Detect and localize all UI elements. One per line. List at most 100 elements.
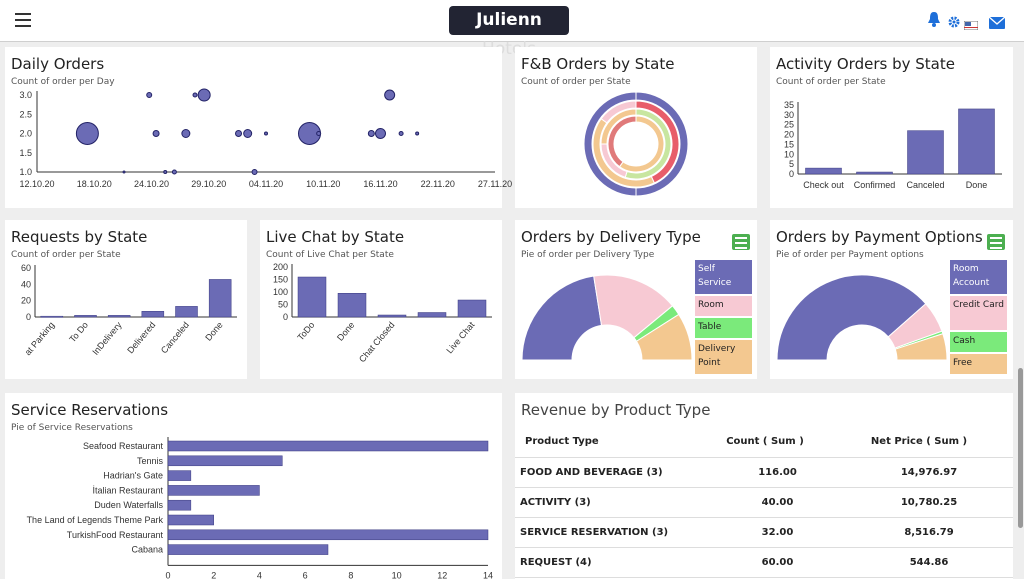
data-point (251, 169, 258, 175)
data-point (181, 129, 191, 138)
card-subtitle: Count of order per State (11, 250, 121, 260)
bar (167, 485, 260, 496)
data-point (171, 169, 177, 175)
ring-segment (600, 108, 637, 145)
y-tick-label: Cabana (131, 545, 163, 555)
bar (208, 279, 232, 318)
card-subtitle: Pie of order per Delivery Type (521, 250, 655, 260)
bar (167, 544, 329, 555)
x-tick-label: 22.11.20 (421, 179, 455, 189)
x-tick-label: 24.10.20 (134, 179, 169, 189)
legend-item[interactable]: Free (950, 354, 1007, 374)
legend-item[interactable]: Credit Card (950, 296, 1007, 330)
bar (337, 293, 367, 318)
y-tick-label: Tennis (137, 456, 164, 466)
y-tick-label: 40 (21, 279, 31, 289)
x-tick-label: 16.11.20 (363, 179, 397, 189)
live-chat-chart: 200 150 100 50 0 ToDo Done Chat Closed Live Chat (273, 262, 492, 364)
legend-item[interactable]: Self Service (695, 260, 752, 294)
legend-toggle-icon[interactable] (732, 234, 750, 250)
payment-options-card: Orders by Payment Options Pie of order p… (770, 220, 1013, 379)
bar (377, 314, 407, 318)
net-price-sum: 10,780.25 (825, 487, 1013, 518)
payment-options-chart (776, 274, 948, 361)
fb-orders-card: F&B Orders by State Count of order per S… (515, 47, 757, 208)
card-subtitle: Count of Live Chat per State (266, 250, 394, 260)
card-subtitle: Pie of Service Reservations (11, 423, 133, 433)
legend-item[interactable]: Room Account (950, 260, 1007, 294)
table-row[interactable]: ACTIVITY (3) 40.00 10,780.25 (515, 487, 1013, 518)
daily-orders-card: Daily Orders Count of order per Day 3.0 2… (5, 47, 512, 208)
product-type: FOOD AND BEVERAGE (3) (515, 457, 705, 488)
x-tick-label: at Parking (23, 320, 57, 357)
table-row[interactable]: REQUEST (4) 60.00 544.86 (515, 547, 1013, 578)
y-tick-label: TurkishFood Restaurant (67, 530, 164, 540)
ring-segment (607, 115, 637, 168)
y-tick-label: 50 (278, 300, 288, 310)
x-tick-label: 14 (483, 570, 493, 579)
bar (40, 315, 64, 318)
data-point (192, 92, 198, 98)
ring-segment (600, 100, 637, 124)
x-tick-label: 8 (348, 570, 353, 579)
data-point (152, 130, 160, 137)
x-tick-label: 04.11.20 (249, 179, 283, 189)
bar (167, 529, 489, 541)
legend-item[interactable]: Room (695, 296, 752, 316)
y-tick-label: 0 (26, 312, 31, 322)
y-tick-label: Hadrian's Gate (103, 471, 163, 481)
data-point (75, 122, 99, 145)
x-tick-label: InDelivery (90, 319, 124, 356)
fb-orders-chart (583, 91, 689, 197)
y-tick-label: 60 (21, 263, 31, 273)
legend-item[interactable]: Delivery Point (695, 340, 752, 374)
x-tick-label: 12.10.20 (19, 179, 54, 189)
legend-item[interactable]: Table (695, 318, 752, 338)
x-tick-label: To Do (67, 320, 90, 344)
y-tick-label: 1.5 (19, 148, 32, 158)
table-row[interactable]: SERVICE RESERVATION (3) 32.00 8,516.79 (515, 517, 1013, 548)
daily-orders-chart: 3.0 2.5 2.0 1.5 1.0 12.10.20 18.10.20 24.10.20 2… (19, 88, 512, 189)
count-sum: 60.00 (705, 547, 825, 578)
bell-icon[interactable] (927, 11, 941, 31)
y-tick-label: Duden Waterfalls (94, 500, 163, 510)
mail-icon[interactable] (988, 14, 1006, 33)
live-chat-card: Live Chat by State Count of Live Chat pe… (260, 220, 502, 379)
net-price-sum: 544.86 (825, 547, 1013, 578)
gear-icon[interactable] (948, 13, 960, 32)
x-tick-label: 0 (165, 570, 170, 579)
logo-bold: Julienn (476, 10, 542, 30)
logo: Julienn Hotels (449, 6, 569, 59)
y-tick-label: 15 (784, 139, 794, 149)
table-row[interactable]: FOOD AND BEVERAGE (3) 116.00 14,976.97 (515, 457, 1013, 488)
y-tick-label: 30 (784, 110, 794, 120)
y-tick-label: 35 (784, 100, 794, 110)
bar (297, 276, 327, 318)
legend-item[interactable]: Cash (950, 332, 1007, 352)
product-type: ACTIVITY (3) (515, 487, 705, 518)
bar (175, 306, 198, 318)
data-point (163, 170, 168, 174)
data-point (122, 170, 126, 174)
card-title: Orders by Delivery Type (521, 228, 701, 246)
card-title: Daily Orders (11, 55, 105, 73)
revenue-card: Revenue by Product Type Product Type Cou… (515, 393, 1013, 579)
menu-icon[interactable] (15, 13, 31, 27)
card-title: Live Chat by State (266, 228, 405, 246)
flag-icon[interactable] (963, 15, 979, 34)
x-tick-label: Delivered (125, 320, 157, 356)
legend-toggle-icon[interactable] (987, 234, 1005, 250)
data-point (384, 89, 396, 101)
page-scrollbar[interactable] (1018, 368, 1023, 528)
data-point (316, 131, 322, 136)
x-tick-label: 10.11.20 (306, 179, 340, 189)
x-tick-label: Canceled (906, 180, 944, 190)
requests-chart: 60 40 20 0at Parking To Do InDelivery Delivere… (21, 263, 237, 357)
y-tick-label: 150 (273, 275, 288, 285)
data-point (415, 131, 420, 136)
x-tick-label: Done (335, 320, 356, 343)
data-point (264, 131, 268, 136)
y-tick-label: 2.5 (19, 109, 32, 119)
y-tick-label: 3.0 (19, 90, 32, 100)
